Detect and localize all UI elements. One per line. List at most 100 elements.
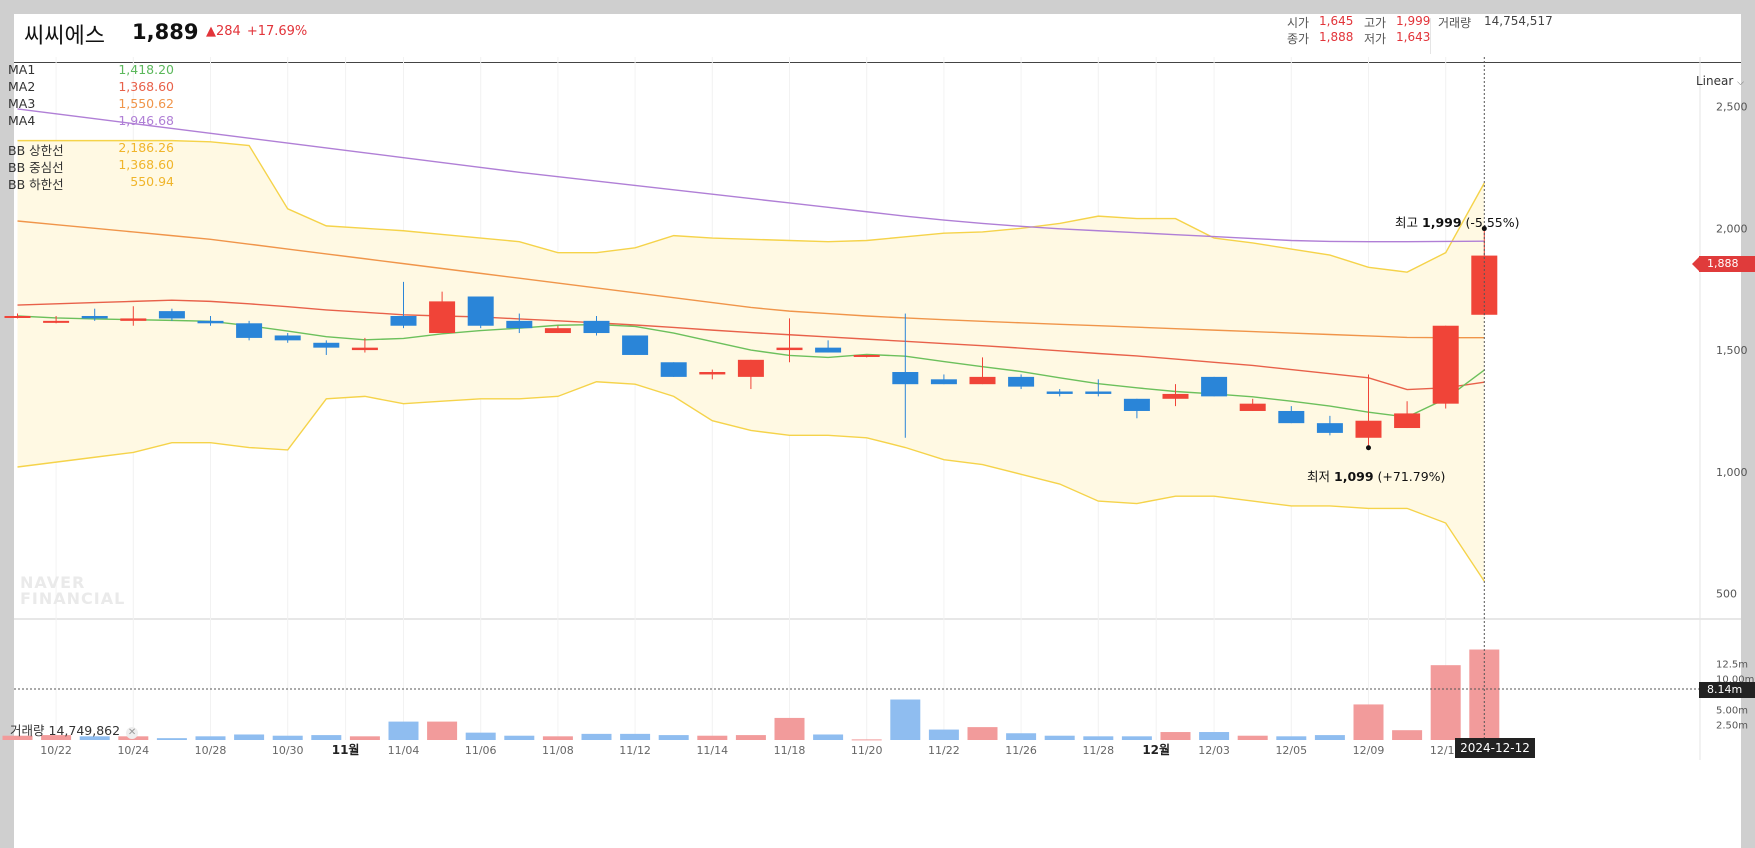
legend-bb-upper-label: BB 상한선 bbox=[8, 143, 64, 158]
legend-ma1-value: 1,418.20 bbox=[118, 62, 174, 77]
price-change: ▲284 +17.69% bbox=[206, 24, 307, 39]
legend-bb-lower-label: BB 하한선 bbox=[8, 177, 64, 192]
header-divider bbox=[1430, 18, 1431, 54]
candle-body bbox=[622, 335, 649, 355]
volume-bar bbox=[349, 736, 380, 740]
volume-tick-label: 5.00m bbox=[1716, 705, 1748, 716]
chevron-down-icon: ⌵ bbox=[1737, 78, 1744, 88]
high-annotation-prefix: 최고 bbox=[1395, 215, 1419, 230]
x-tick-label: 11/28 bbox=[1082, 744, 1114, 757]
volume-bar bbox=[1276, 736, 1307, 740]
x-tick-label: 10/30 bbox=[272, 744, 304, 757]
ma4-line bbox=[17, 108, 1485, 243]
volume-bar bbox=[658, 735, 689, 740]
current-price: 1,889 bbox=[132, 20, 199, 44]
volume-bar bbox=[311, 735, 342, 740]
candle-body bbox=[1008, 376, 1035, 387]
candle-body bbox=[1239, 403, 1266, 411]
candle-body bbox=[583, 320, 610, 334]
candle-body bbox=[390, 315, 417, 326]
candle-body bbox=[351, 347, 378, 351]
scale-mode-toggle[interactable]: Linear ⌵ bbox=[1696, 74, 1744, 88]
volume-bar bbox=[967, 727, 998, 740]
volume-tick-label: 2.50m bbox=[1716, 721, 1748, 732]
candle-body bbox=[892, 372, 919, 385]
x-tick-label: 10/24 bbox=[117, 744, 149, 757]
x-tick-label: 11월 bbox=[332, 742, 360, 757]
legend-bb-middle-value: 1,368.60 bbox=[118, 157, 174, 172]
candle-body bbox=[1201, 376, 1228, 397]
low-annotation-value: 1,099 bbox=[1334, 469, 1374, 484]
volume-bar bbox=[79, 736, 110, 740]
volume-bar bbox=[156, 738, 187, 740]
volume-bar bbox=[1237, 735, 1268, 740]
price-tick-label: 1,000 bbox=[1716, 466, 1748, 479]
candle-body bbox=[313, 342, 340, 348]
price-tick-label: 2,500 bbox=[1716, 101, 1748, 114]
volume-bar bbox=[851, 739, 882, 741]
ma3-line bbox=[17, 220, 1485, 339]
candle-body bbox=[429, 301, 456, 334]
candle-body bbox=[815, 347, 842, 353]
candle-body bbox=[660, 362, 687, 377]
volume-bar bbox=[1083, 736, 1114, 740]
crosshair-volume-tag: 8.14m bbox=[1699, 682, 1755, 698]
low-marker bbox=[1366, 445, 1371, 451]
x-tick-label: 12/09 bbox=[1353, 744, 1385, 757]
candle-body bbox=[1162, 393, 1189, 399]
candle-body bbox=[1123, 398, 1150, 411]
candle-body bbox=[120, 318, 147, 321]
candle-body bbox=[1394, 413, 1421, 429]
low-annotation: 최저 1,099 (+71.79%) bbox=[1307, 466, 1445, 485]
candle-body bbox=[1316, 423, 1343, 433]
candle-body bbox=[236, 323, 263, 338]
volume-bar bbox=[1199, 732, 1230, 740]
legend-ma4-label: MA4 bbox=[8, 113, 36, 128]
close-icon[interactable]: ✕ bbox=[126, 727, 139, 739]
volume-bar bbox=[697, 735, 728, 740]
legend-ma2-label: MA2 bbox=[8, 79, 36, 94]
watermark-line-2: FINANCIAL bbox=[20, 589, 126, 608]
high-annotation-pct: (-5.55%) bbox=[1465, 215, 1520, 230]
high-annotation-value: 1,999 bbox=[1422, 215, 1462, 230]
volume-bar bbox=[388, 721, 419, 740]
stock-name[interactable]: 씨씨에스 bbox=[24, 24, 105, 49]
x-tick-label: 11/26 bbox=[1005, 744, 1037, 757]
volume-bar bbox=[735, 735, 766, 740]
candle-body bbox=[197, 320, 224, 324]
candle-body bbox=[969, 376, 996, 385]
volume-bar bbox=[1430, 665, 1461, 740]
stock-header: 씨씨에스 1,889 ▲284 +17.69% 시가 1,645 종가 1,888… bbox=[14, 14, 1741, 63]
open-label: 시가 bbox=[1287, 16, 1310, 30]
candle-body bbox=[81, 315, 108, 319]
candle-body bbox=[158, 311, 185, 319]
open-value: 1,645 bbox=[1319, 14, 1354, 28]
high-marker bbox=[1481, 226, 1487, 232]
low-annotation-pct: (+71.79%) bbox=[1377, 469, 1446, 484]
volume-bar bbox=[1353, 704, 1384, 740]
volume-bar bbox=[1044, 735, 1075, 740]
volume-bar bbox=[620, 733, 651, 740]
volume-bar bbox=[195, 736, 226, 740]
candle-body bbox=[853, 354, 880, 357]
scale-mode-label: Linear bbox=[1696, 74, 1734, 88]
current-price-tag: 1,888 bbox=[1699, 256, 1755, 272]
volume-label: 거래량 bbox=[1438, 16, 1472, 30]
change-amount: ▲284 bbox=[206, 24, 241, 39]
legend-ma2-value: 1,368.60 bbox=[118, 79, 174, 94]
volume-bar bbox=[1392, 730, 1423, 740]
legend-ma4-value: 1,946.68 bbox=[118, 113, 174, 128]
legend-bb-middle: BB 중심선 1,368.60 bbox=[8, 157, 174, 175]
candle-body bbox=[699, 372, 726, 375]
candle-body bbox=[506, 320, 533, 329]
candle-body bbox=[737, 359, 764, 377]
high-annotation: 최고 1,999 (-5.55%) bbox=[1395, 212, 1520, 231]
legend-ma3-label: MA3 bbox=[8, 96, 36, 111]
legend-ma1: MA1 1,418.20 bbox=[8, 62, 174, 79]
legend-ma3-value: 1,550.62 bbox=[118, 96, 174, 111]
x-tick-label: 11/22 bbox=[928, 744, 960, 757]
volume-bar bbox=[504, 735, 535, 740]
volume-bar bbox=[2, 735, 33, 740]
legend-ma1-label: MA1 bbox=[8, 62, 36, 77]
